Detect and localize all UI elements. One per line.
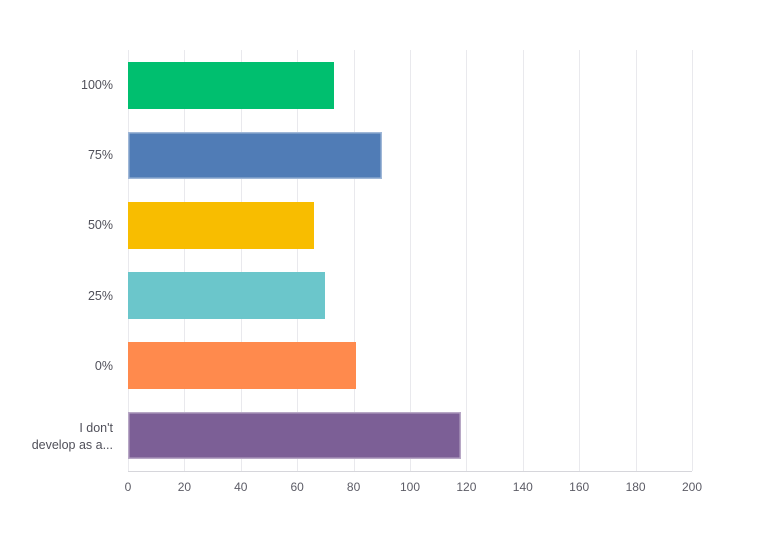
category-label-i-dont-develop: I don't develop as a... xyxy=(31,420,113,452)
gridline xyxy=(240,50,242,471)
bar-row xyxy=(128,401,692,471)
x-tick-label: 140 xyxy=(512,480,533,494)
bar-100pct xyxy=(128,61,334,109)
x-axis-tick-labels: 0 20 40 60 80 100 120 140 160 180 200 xyxy=(124,479,702,495)
x-tick-label: 0 xyxy=(124,480,132,494)
gridline xyxy=(353,50,355,471)
category-label-25pct: 25% xyxy=(87,288,113,303)
category-label-100pct: 100% xyxy=(81,77,113,92)
gridline xyxy=(635,50,637,471)
bar-25pct xyxy=(128,272,326,320)
x-tick-label: 100 xyxy=(399,480,421,494)
bar-75pct xyxy=(128,131,382,179)
plot-area xyxy=(128,50,693,472)
x-tick-label: 200 xyxy=(681,480,703,494)
gridline xyxy=(128,50,129,471)
y-axis-labels: 100% 75% 50% 25% 0% I don't develop as a… xyxy=(0,50,113,472)
x-tick-label: 160 xyxy=(569,480,590,494)
gridline xyxy=(692,50,693,471)
bar-rows xyxy=(128,50,692,471)
gridline xyxy=(410,50,411,471)
x-tick-label: 180 xyxy=(625,480,646,494)
gridline xyxy=(522,50,524,471)
category-label-50pct: 50% xyxy=(87,218,113,233)
bar-50pct xyxy=(128,201,315,249)
x-tick-label: 40 xyxy=(234,480,248,494)
bar-row xyxy=(128,50,692,120)
bar-i-dont-develop xyxy=(128,412,461,460)
bar-row xyxy=(128,120,692,190)
gridline xyxy=(297,50,299,471)
x-tick-label: 60 xyxy=(290,480,304,494)
x-tick-label: 20 xyxy=(177,480,192,494)
bar-0pct xyxy=(128,342,357,390)
bar-row xyxy=(128,261,692,331)
gridline xyxy=(184,50,186,471)
gridlines xyxy=(128,50,693,471)
bar-row xyxy=(128,331,692,401)
gridline xyxy=(466,50,468,471)
category-label-75pct: 75% xyxy=(87,147,113,162)
bar-row xyxy=(128,190,692,260)
x-tick-label: 120 xyxy=(456,480,477,494)
category-label-0pct: 0% xyxy=(94,358,113,373)
x-tick-label: 80 xyxy=(346,480,361,494)
gridline xyxy=(579,50,581,471)
